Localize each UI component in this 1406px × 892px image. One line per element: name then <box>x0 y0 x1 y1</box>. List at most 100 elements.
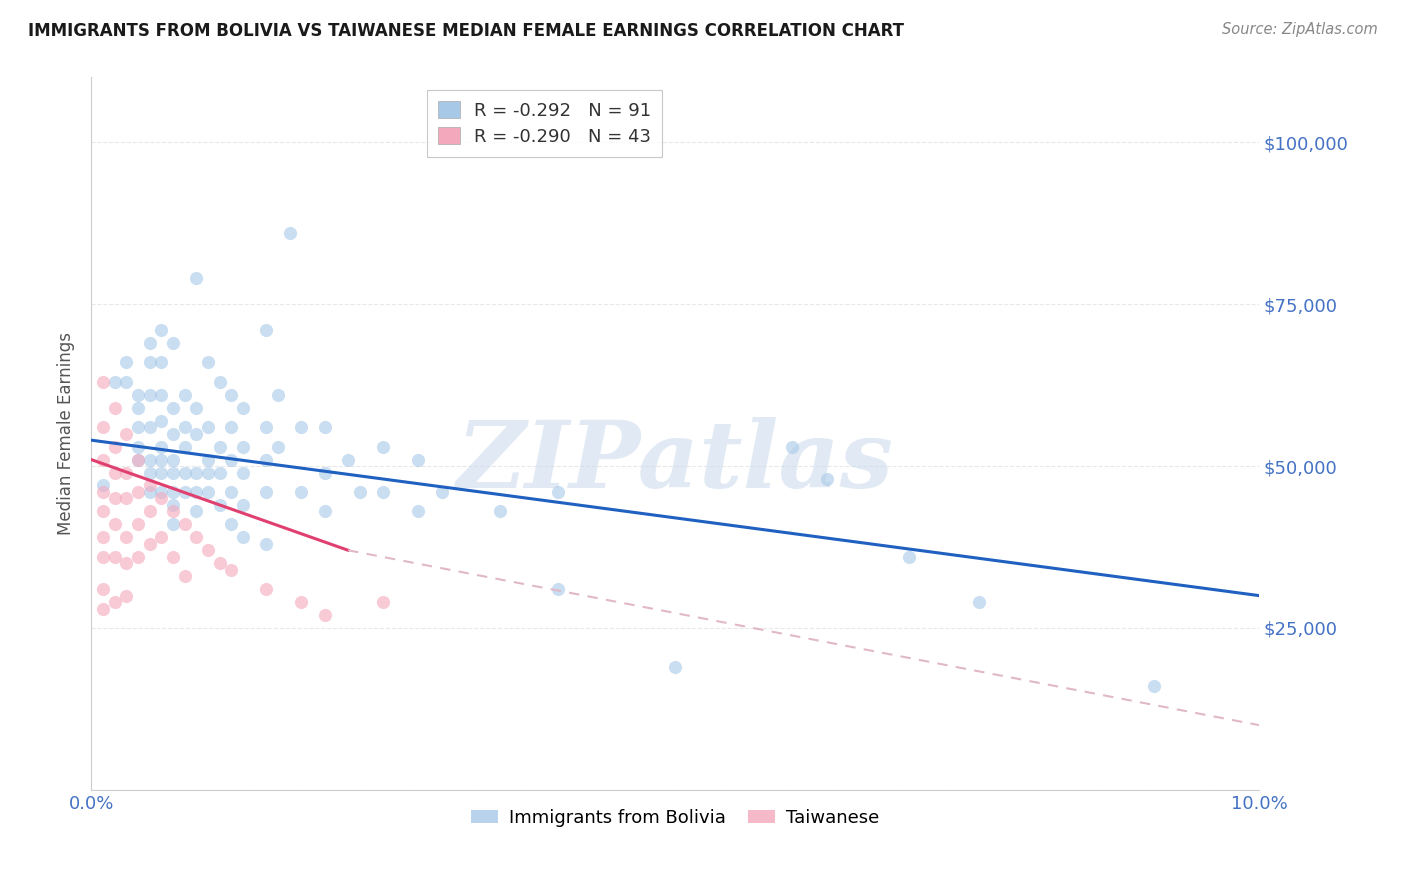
Point <box>91 530 114 544</box>
Point <box>127 485 149 500</box>
Point <box>138 466 160 480</box>
Point <box>91 485 114 500</box>
Point <box>232 440 254 454</box>
Point <box>197 485 219 500</box>
Text: IMMIGRANTS FROM BOLIVIA VS TAIWANESE MEDIAN FEMALE EARNINGS CORRELATION CHART: IMMIGRANTS FROM BOLIVIA VS TAIWANESE MED… <box>28 22 904 40</box>
Point <box>406 452 429 467</box>
Point <box>138 504 160 518</box>
Point <box>197 355 219 369</box>
Point <box>91 375 114 389</box>
Point <box>127 452 149 467</box>
Point <box>115 491 138 506</box>
Point <box>267 388 290 402</box>
Point <box>173 440 195 454</box>
Point <box>127 388 149 402</box>
Point <box>173 388 195 402</box>
Point <box>197 543 219 558</box>
Point <box>232 530 254 544</box>
Point <box>91 478 114 492</box>
Point <box>162 401 184 415</box>
Point <box>221 420 243 434</box>
Point <box>208 466 231 480</box>
Point <box>162 466 184 480</box>
Point <box>162 485 184 500</box>
Point <box>254 537 277 551</box>
Point <box>254 452 277 467</box>
Point <box>290 485 312 500</box>
Point <box>173 485 195 500</box>
Point <box>897 549 920 564</box>
Point <box>254 420 277 434</box>
Point <box>127 549 149 564</box>
Point <box>197 420 219 434</box>
Text: ZIPatlas: ZIPatlas <box>457 417 894 508</box>
Point <box>186 530 208 544</box>
Point <box>91 504 114 518</box>
Point <box>150 466 173 480</box>
Point <box>162 426 184 441</box>
Point <box>186 485 208 500</box>
Point <box>150 355 173 369</box>
Point <box>186 401 208 415</box>
Point <box>547 582 569 596</box>
Point <box>208 375 231 389</box>
Point <box>138 388 160 402</box>
Point <box>221 563 243 577</box>
Point <box>150 414 173 428</box>
Point <box>138 420 160 434</box>
Point <box>150 323 173 337</box>
Point <box>103 401 125 415</box>
Point <box>115 375 138 389</box>
Point <box>373 595 395 609</box>
Point <box>221 485 243 500</box>
Point <box>91 601 114 615</box>
Point <box>254 323 277 337</box>
Point <box>91 582 114 596</box>
Text: Source: ZipAtlas.com: Source: ZipAtlas.com <box>1222 22 1378 37</box>
Point <box>197 466 219 480</box>
Point <box>186 426 208 441</box>
Point <box>127 401 149 415</box>
Point <box>138 336 160 351</box>
Point <box>138 355 160 369</box>
Point <box>127 517 149 532</box>
Point <box>115 355 138 369</box>
Point <box>221 388 243 402</box>
Point <box>430 485 453 500</box>
Point <box>173 420 195 434</box>
Point <box>162 498 184 512</box>
Point <box>150 452 173 467</box>
Point <box>103 517 125 532</box>
Point <box>221 452 243 467</box>
Point <box>127 420 149 434</box>
Point <box>197 452 219 467</box>
Point <box>115 556 138 570</box>
Point <box>373 440 395 454</box>
Point <box>186 466 208 480</box>
Point <box>780 440 803 454</box>
Point <box>186 504 208 518</box>
Point <box>314 420 336 434</box>
Point <box>232 466 254 480</box>
Point <box>173 569 195 583</box>
Point <box>103 595 125 609</box>
Point <box>186 271 208 285</box>
Point <box>103 466 125 480</box>
Point <box>150 388 173 402</box>
Point <box>1143 679 1166 693</box>
Point <box>967 595 990 609</box>
Point <box>314 608 336 623</box>
Point <box>254 485 277 500</box>
Point <box>127 440 149 454</box>
Point <box>150 440 173 454</box>
Point <box>138 478 160 492</box>
Point <box>162 504 184 518</box>
Point <box>162 549 184 564</box>
Y-axis label: Median Female Earnings: Median Female Earnings <box>58 332 75 535</box>
Point <box>162 336 184 351</box>
Point <box>406 504 429 518</box>
Point <box>208 440 231 454</box>
Point <box>150 491 173 506</box>
Point <box>290 595 312 609</box>
Point <box>103 549 125 564</box>
